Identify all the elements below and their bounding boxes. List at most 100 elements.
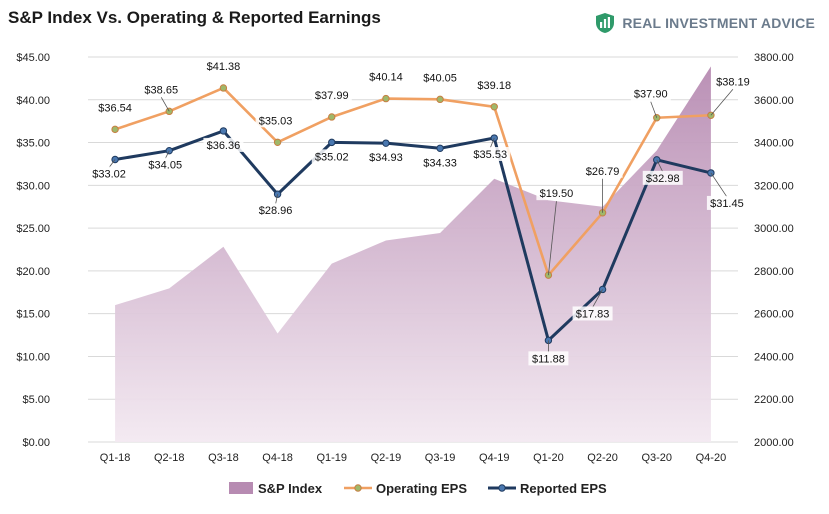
- eps-lines-layer: [111, 84, 715, 345]
- reported-eps-point: [111, 155, 119, 164]
- y-right-tick-label: 2400.00: [754, 351, 794, 363]
- x-tick-label: Q4-20: [696, 452, 727, 464]
- operating-data-label: $37.90: [634, 89, 668, 101]
- reported-data-label: $28.96: [259, 205, 293, 217]
- y-right-tick-label: 3600.00: [754, 95, 794, 107]
- y-right-tick-label: 3400.00: [754, 138, 794, 150]
- operating-label-bg: [582, 163, 623, 178]
- reported-label-bg: [255, 203, 296, 218]
- operating-eps-point: [219, 84, 228, 92]
- y-right-tick-label: 3800.00: [754, 52, 794, 64]
- reported-eps-line: [114, 129, 712, 342]
- reported-label-bg: [528, 351, 569, 366]
- reported-leader-line: [710, 172, 728, 198]
- operating-leader-line: [710, 89, 734, 116]
- reported-leader-line: [164, 150, 170, 159]
- x-tick-label: Q3-19: [425, 452, 456, 464]
- y-left-tick-label: $15.00: [16, 309, 50, 321]
- reported-eps-point: [598, 285, 607, 294]
- reported-data-label: $36.36: [207, 140, 241, 152]
- operating-label-bg: [311, 87, 352, 102]
- y-left-tick-label: $20.00: [16, 266, 50, 278]
- operating-eps-point: [382, 94, 390, 103]
- reported-label-bg: [706, 195, 747, 210]
- legend-label-reported: Reported EPS: [520, 481, 607, 496]
- y-right-tick-label: 2000.00: [754, 437, 794, 449]
- y-left-tick-label: $35.00: [16, 138, 50, 150]
- chart-title: S&P Index Vs. Operating & Reported Earni…: [8, 8, 381, 27]
- operating-eps-point: [328, 113, 336, 121]
- reported-leader-line: [275, 194, 278, 205]
- y-left-tick-label: $45.00: [16, 52, 50, 64]
- x-tick-label: Q2-20: [587, 452, 618, 464]
- x-tick-label: Q3-18: [208, 452, 239, 464]
- operating-data-label: $38.19: [716, 76, 750, 88]
- reported-data-label: $11.88: [532, 353, 565, 365]
- sp-index-area: [115, 66, 711, 443]
- operating-eps-point: [490, 103, 498, 111]
- reported-leader-line: [592, 289, 603, 308]
- operating-label-bg: [712, 74, 753, 89]
- y-right-tick-label: 2200.00: [754, 394, 794, 406]
- operating-data-label: $40.05: [423, 72, 457, 84]
- reported-label-bg: [89, 166, 130, 181]
- operating-leader-line: [160, 97, 170, 112]
- reported-data-label: $35.53: [473, 149, 507, 161]
- operating-data-label: $36.54: [98, 102, 132, 114]
- y-right-tick-label: 2800.00: [754, 266, 794, 278]
- reported-eps-point: [382, 139, 390, 147]
- reported-leader-line: [656, 159, 664, 173]
- operating-label-bg: [365, 69, 406, 84]
- operating-label-bg: [203, 58, 244, 73]
- x-tick-label: Q2-18: [154, 452, 185, 464]
- x-tick-label: Q1-19: [316, 452, 347, 464]
- operating-leader-line: [548, 201, 557, 276]
- reported-data-label: $34.33: [423, 157, 457, 169]
- reported-data-label: $34.93: [369, 152, 403, 164]
- reported-label-bg: [572, 306, 613, 321]
- operating-eps-point: [111, 125, 119, 134]
- y-left-tick-label: $10.00: [16, 351, 50, 363]
- y-left-tick-label: $40.00: [16, 95, 50, 107]
- x-tick-label: Q3-20: [641, 452, 672, 464]
- x-tick-label: Q2-19: [371, 452, 402, 464]
- operating-data-label: $35.03: [259, 115, 293, 127]
- reported-label-bg: [642, 170, 683, 185]
- x-tick-label: Q4-19: [479, 452, 510, 464]
- y-left-tick-label: $25.00: [16, 223, 50, 235]
- x-tick-label: Q1-20: [533, 452, 564, 464]
- operating-leader-line: [650, 101, 658, 118]
- reported-data-label: $34.05: [148, 160, 182, 172]
- operating-data-label: $40.14: [369, 72, 403, 84]
- legend-label-sp-index: S&P Index: [258, 481, 323, 496]
- reported-data-label: $35.02: [315, 151, 349, 163]
- data-labels-layer: $36.54 $38.65 $41.38 $35.03 $37.99 $40.14 $40.…: [89, 58, 753, 366]
- operating-label-bg: [630, 86, 671, 101]
- reported-data-label: $32.98: [646, 173, 680, 185]
- operating-data-label: $41.38: [207, 61, 241, 73]
- reported-label-bg: [420, 155, 461, 170]
- sp-index-area-layer: [115, 66, 711, 443]
- x-tick-label: Q4-18: [262, 452, 293, 464]
- operating-data-label: $38.65: [144, 84, 178, 96]
- operating-eps-point: [273, 138, 282, 146]
- reported-eps-point: [328, 138, 336, 147]
- reported-label-bg: [470, 147, 511, 162]
- brand-name: REAL INVESTMENT ADVICE: [622, 15, 815, 31]
- legend: S&P Index Operating EPS Reported EPS: [229, 481, 607, 496]
- operating-label-bg: [474, 77, 515, 92]
- legend-marker-reported: [498, 484, 506, 492]
- y-left-tick-label: $0.00: [22, 437, 50, 449]
- reported-label-bg: [145, 157, 186, 172]
- operating-label-bg: [95, 100, 136, 115]
- operating-data-label: $26.79: [586, 166, 620, 178]
- reported-label-bg: [365, 150, 406, 165]
- operating-eps-line: [114, 86, 711, 277]
- operating-eps-point: [436, 95, 444, 104]
- reported-eps-point: [436, 144, 444, 152]
- operating-data-label: $19.50: [540, 188, 574, 200]
- y-right-tick-label: 3000.00: [754, 223, 794, 235]
- brand-logo: REAL INVESTMENT ADVICE: [594, 12, 815, 34]
- operating-data-label: $37.99: [315, 90, 349, 102]
